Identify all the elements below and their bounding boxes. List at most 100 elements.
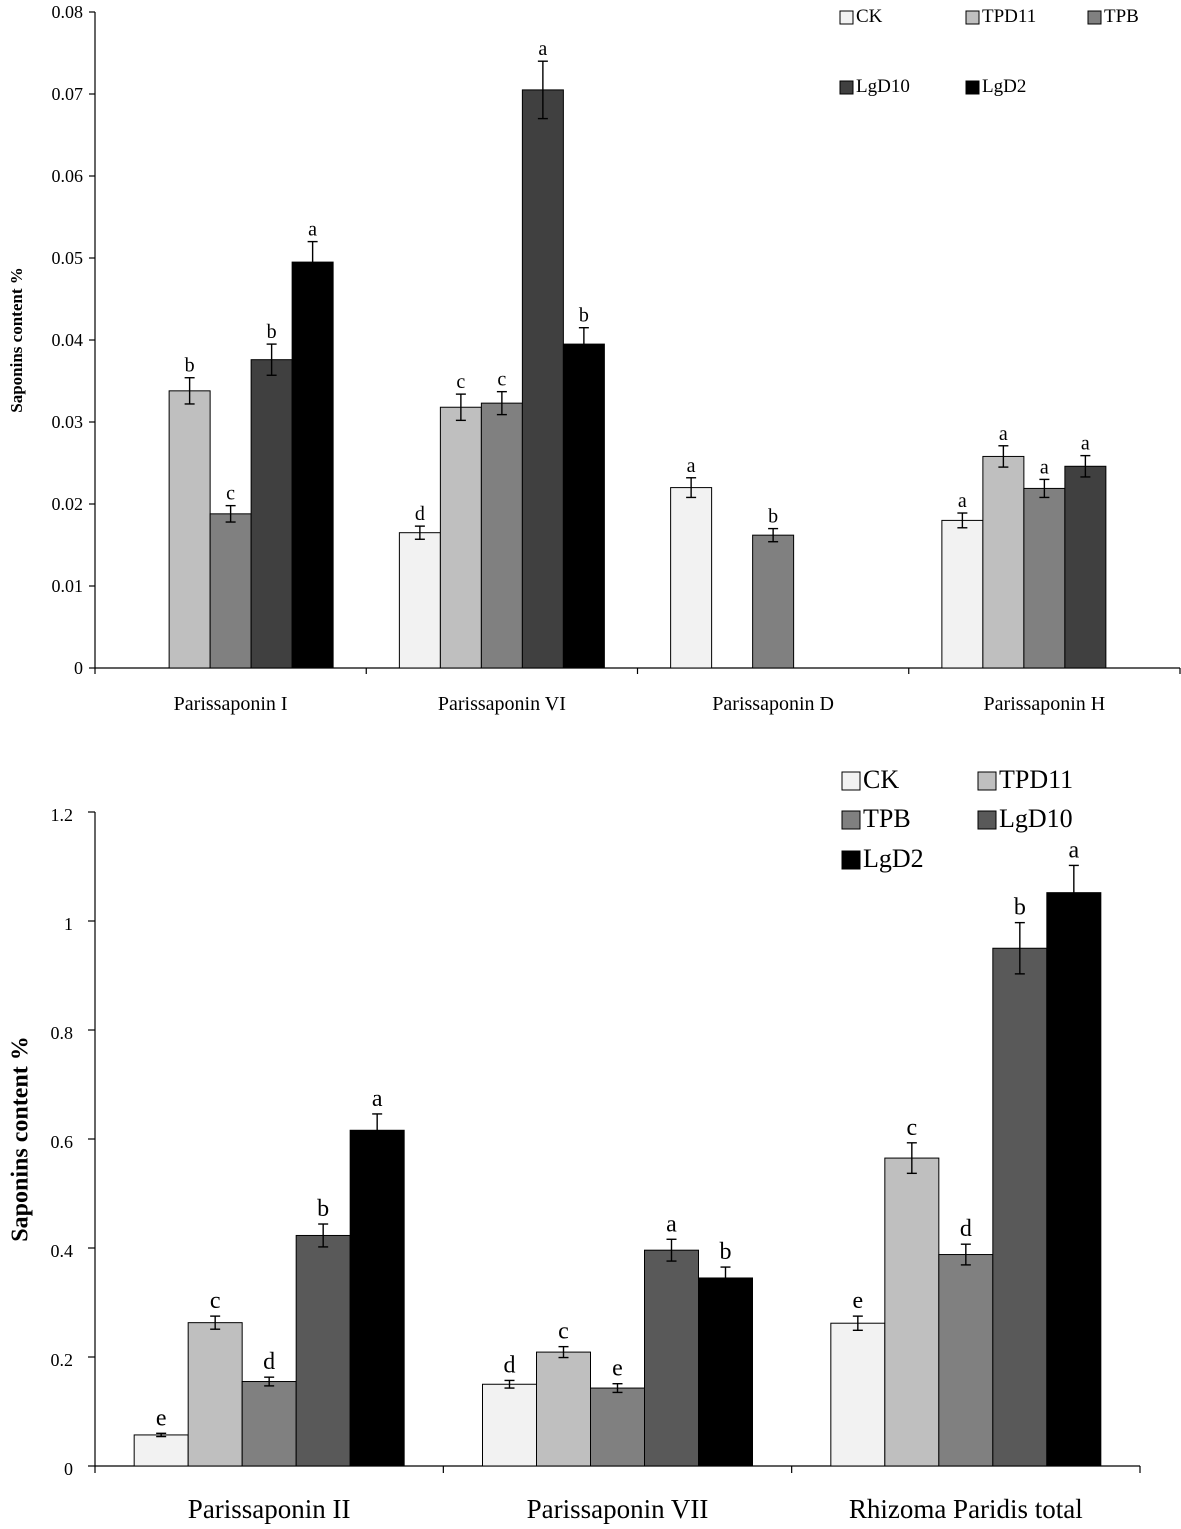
bar-lgd2-3 — [1046, 892, 1102, 1467]
y-tick-label: 1.2 — [51, 805, 74, 825]
bar-tpd11-1 — [187, 1322, 243, 1467]
bar-lgd10-3 — [992, 947, 1048, 1467]
bar-tpb-1 — [241, 1381, 297, 1467]
significance-letter: c — [558, 1319, 569, 1345]
bar-tpb-1 — [209, 513, 252, 669]
y-tick-label: 1 — [64, 914, 73, 934]
bar-tpb-2 — [480, 402, 523, 669]
bar-tpd11-1 — [168, 390, 211, 669]
bar-ck-4 — [941, 519, 984, 669]
significance-letter: e — [156, 1405, 167, 1431]
significance-letter: a — [372, 1086, 383, 1112]
y-axis-title: Saponins content % — [7, 267, 26, 412]
significance-letter: c — [456, 371, 465, 393]
significance-letter: b — [1014, 895, 1026, 921]
bar-ck-3 — [830, 1322, 886, 1467]
legend-label-lgd2: LgD2 — [982, 76, 1026, 97]
bar-lgd10-1 — [250, 359, 293, 669]
significance-letter: a — [538, 38, 547, 60]
significance-letter: a — [687, 455, 696, 477]
category-label: Parissaponin VII — [527, 1494, 709, 1524]
significance-letter: d — [504, 1352, 516, 1378]
category-label: Parissaponin D — [712, 693, 834, 715]
significance-letter: b — [317, 1196, 329, 1222]
significance-letter: e — [612, 1356, 623, 1382]
legend-swatch-lgd2 — [965, 80, 980, 95]
y-tick-label: 0.04 — [52, 330, 84, 350]
bar-tpd11-4 — [982, 455, 1025, 669]
y-tick-label: 0 — [64, 1459, 73, 1479]
significance-letter: b — [185, 355, 195, 377]
legend-label-ck: CK — [863, 765, 899, 794]
legend-swatch-ck — [839, 10, 854, 25]
bar-tpb-3 — [938, 1254, 994, 1467]
y-tick-label: 0.2 — [51, 1350, 74, 1370]
significance-letter: a — [999, 423, 1008, 445]
significance-letter: c — [226, 483, 235, 505]
legend-label-lgd2: LgD2 — [863, 844, 924, 873]
significance-letter: e — [853, 1288, 864, 1314]
legend-label-lgd10: LgD10 — [999, 804, 1073, 833]
bar-tpb-3 — [752, 534, 795, 669]
category-label: Parissaponin VI — [438, 693, 566, 715]
bar-tpd11-2 — [439, 406, 482, 669]
legend-swatch-tpb — [841, 810, 861, 830]
y-tick-label: 0.6 — [51, 1132, 74, 1152]
bar-ck-3 — [670, 487, 713, 669]
y-tick-label: 0.06 — [52, 166, 84, 186]
significance-letter: d — [415, 503, 425, 525]
y-tick-label: 0.4 — [51, 1241, 74, 1261]
significance-letter: a — [1069, 837, 1080, 863]
legend-swatch-lgd10 — [839, 80, 854, 95]
legend-label-lgd10: LgD10 — [856, 76, 910, 97]
significance-letter: c — [210, 1288, 221, 1314]
significance-letter: b — [720, 1239, 732, 1265]
y-tick-label: 0.03 — [52, 412, 84, 432]
significance-letter: a — [308, 219, 317, 241]
significance-letter: c — [907, 1115, 918, 1141]
y-tick-label: 0.01 — [52, 576, 84, 596]
legend-label-ck: CK — [856, 6, 883, 27]
significance-letter: a — [958, 490, 967, 512]
bar-tpd11-3 — [884, 1157, 940, 1467]
y-tick-label: 0.8 — [51, 1023, 74, 1043]
y-tick-label: 0.05 — [52, 248, 84, 268]
significance-letter: a — [1081, 433, 1090, 455]
significance-letter: b — [579, 305, 589, 327]
y-tick-label: 0 — [74, 658, 83, 678]
bar-tpb-2 — [590, 1387, 645, 1467]
bar-lgd10-1 — [295, 1234, 351, 1467]
bar-lgd2-1 — [349, 1129, 405, 1467]
bar-lgd10-2 — [644, 1249, 699, 1467]
category-label: Parissaponin H — [984, 693, 1106, 715]
bar-ck-2 — [398, 532, 441, 669]
legend-label-tpb: TPB — [863, 804, 911, 833]
bar-tpb-4 — [1023, 487, 1066, 669]
legend-label-tpb: TPB — [1104, 6, 1139, 27]
legend-swatch-lgd10 — [977, 810, 997, 830]
y-tick-label: 0.07 — [52, 84, 84, 104]
y-axis-title: Saponins content % — [8, 1036, 34, 1241]
legend-swatch-tpb — [1087, 10, 1102, 25]
bar-lgd10-4 — [1064, 465, 1107, 669]
significance-letter: a — [1040, 456, 1049, 478]
legend-swatch-tpd11 — [965, 10, 980, 25]
significance-letter: b — [768, 506, 778, 528]
legend-label-tpd11: TPD11 — [999, 765, 1073, 794]
category-label: Parissaponin I — [174, 693, 288, 715]
significance-letter: a — [666, 1211, 677, 1237]
bar-lgd2-1 — [291, 261, 334, 669]
chart-top: 0 0.01 0.02 0.03 0.04 0.05 0.06 0.07 0.08 Saponin… — [7, 2, 1181, 715]
bar-lgd2-2 — [562, 343, 605, 669]
bar-tpd11-2 — [536, 1351, 591, 1467]
bar-lgd10-2 — [521, 89, 564, 669]
bar-ck-1 — [133, 1434, 189, 1467]
category-label: Parissaponin II — [188, 1494, 351, 1524]
significance-letter: d — [960, 1216, 972, 1242]
bar-ck-2 — [482, 1383, 537, 1467]
y-tick-label: 0.08 — [52, 2, 84, 22]
significance-letter: d — [263, 1349, 275, 1375]
chart-bottom: 0 0.2 0.4 0.6 0.8 1 1.2 Saponins content % e c d b a… — [8, 765, 1141, 1524]
significance-letter: c — [497, 369, 506, 391]
